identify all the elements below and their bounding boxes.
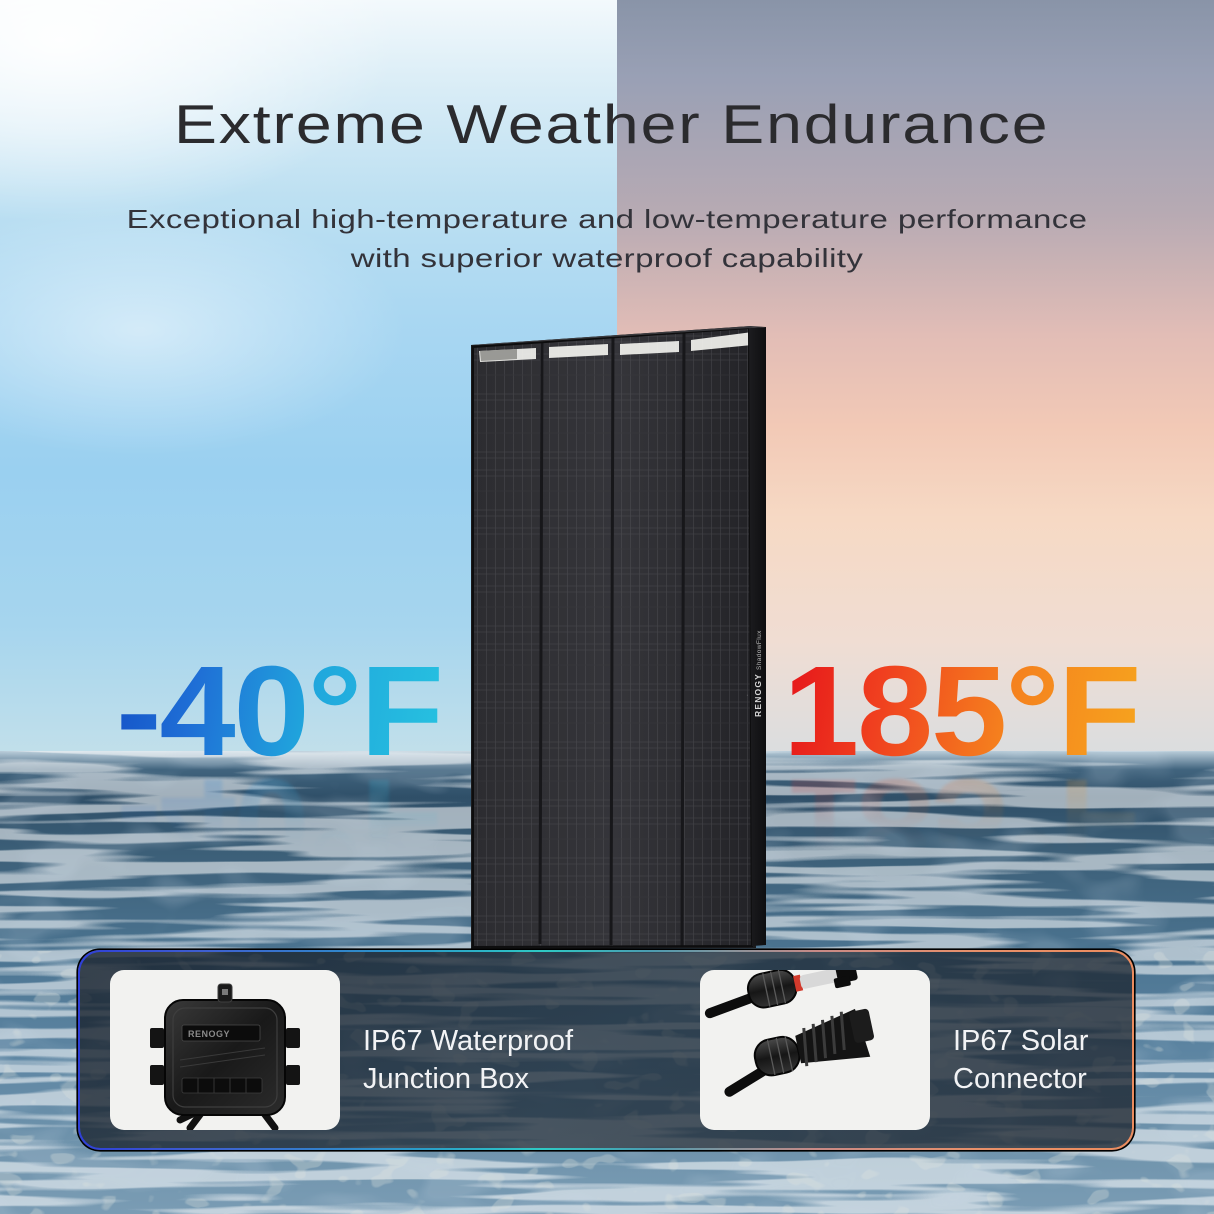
svg-text:ShadowFlux: ShadowFlux bbox=[756, 630, 763, 670]
svg-text:RENOGY: RENOGY bbox=[188, 1029, 230, 1039]
svg-text:RENOGY: RENOGY bbox=[753, 673, 763, 717]
svg-text:·: · bbox=[745, 694, 751, 696]
